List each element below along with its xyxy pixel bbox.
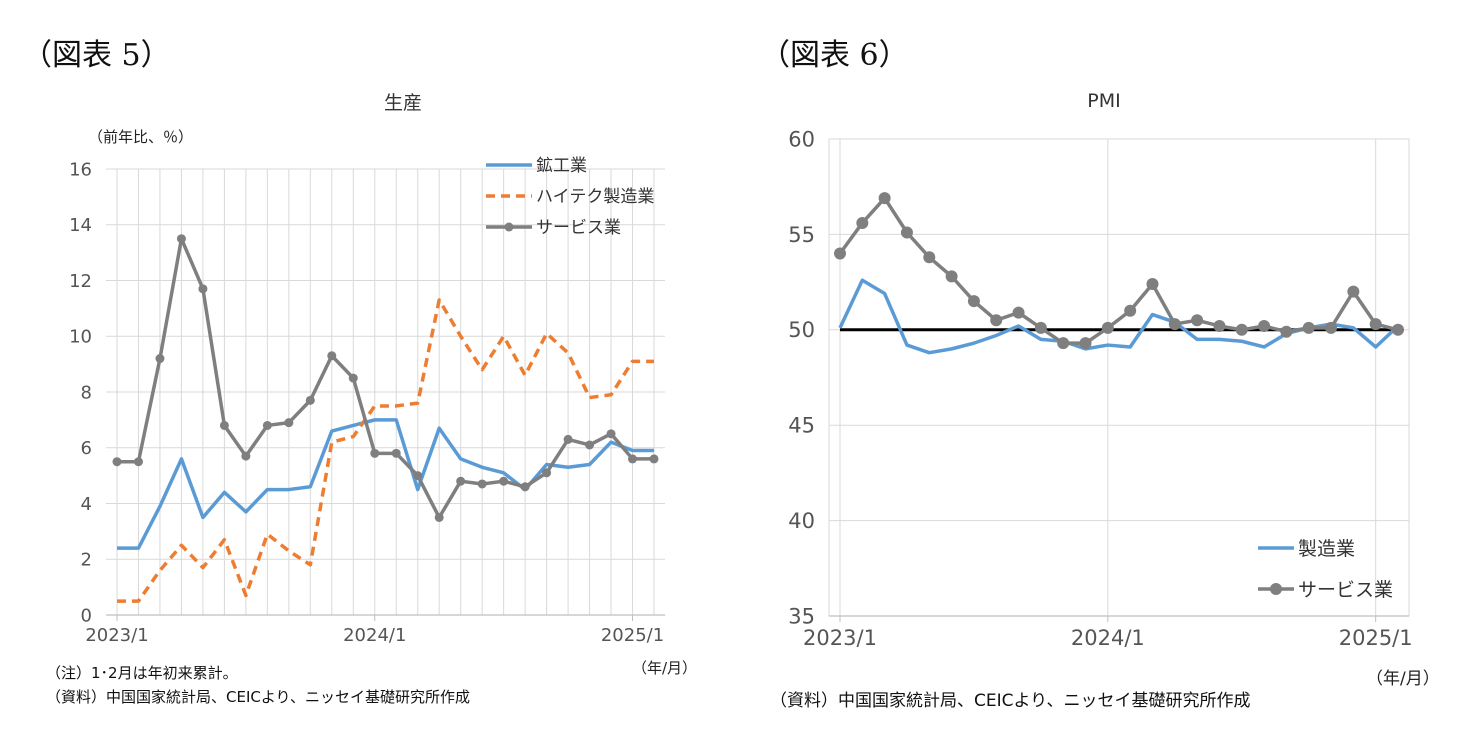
note-text: （注）1･2月は年初来累計。	[46, 664, 238, 682]
x-unit-label-left: （年/月）	[632, 659, 698, 677]
point-series-1	[1124, 304, 1137, 317]
point-series-2	[262, 420, 272, 430]
point-series-1	[1392, 323, 1404, 336]
y-tick-label: 40	[788, 509, 815, 533]
point-series-1	[1280, 325, 1293, 338]
line-series-2	[117, 236, 654, 520]
point-series-1	[856, 216, 869, 229]
point-series-1	[1369, 318, 1382, 331]
x-tick-label: 2025/1	[601, 625, 664, 646]
point-series-1	[967, 295, 980, 308]
legend-marker-series-1	[1270, 583, 1282, 595]
figure-label-right: （図表 6）	[760, 38, 909, 73]
point-series-1	[1191, 314, 1204, 327]
point-series-2	[456, 476, 466, 486]
point-series-1	[1012, 306, 1025, 319]
point-series-2	[305, 395, 315, 405]
point-series-2	[628, 454, 638, 464]
point-series-2	[585, 440, 595, 450]
y-tick-label: 8	[81, 382, 92, 403]
y-tick-label: 12	[69, 271, 92, 292]
chart-title-pmi: PMI	[1087, 90, 1121, 112]
point-series-2	[219, 420, 229, 430]
line-series-1	[838, 196, 1399, 345]
legend-label-series-1: ハイテク製造業	[536, 187, 654, 207]
x-tick-label: 2025/1	[1339, 626, 1413, 650]
point-series-1	[1057, 337, 1070, 350]
point-series-1	[990, 314, 1003, 327]
legend-label-series-1: サービス業	[1298, 579, 1393, 601]
legend-label-series-0: 鉱工業	[536, 156, 587, 176]
y-tick-label: 45	[788, 414, 815, 438]
point-series-1	[1079, 337, 1092, 350]
legend-marker-series-2	[504, 222, 514, 232]
y-tick-label: 50	[788, 318, 815, 342]
point-series-2	[155, 354, 165, 364]
point-series-2	[499, 476, 509, 486]
y-tick-label: 4	[81, 494, 92, 515]
x-tick-label: 2024/1	[1071, 626, 1145, 650]
y-tick-label: 55	[788, 223, 815, 247]
point-series-2	[542, 468, 552, 478]
point-series-2	[520, 482, 530, 492]
point-series-2	[327, 351, 337, 361]
point-series-2	[391, 448, 401, 458]
point-series-1	[1034, 321, 1047, 334]
point-series-1	[1235, 323, 1248, 336]
point-series-1	[1146, 278, 1159, 291]
point-series-1	[1168, 318, 1181, 331]
point-series-1	[1258, 319, 1271, 332]
point-series-2	[434, 512, 444, 522]
point-series-2	[348, 373, 358, 383]
chart-title-production: 生産	[383, 92, 422, 114]
x-tick-label: 2023/1	[803, 626, 877, 650]
y-tick-label: 2	[81, 550, 92, 571]
point-series-1	[1347, 285, 1360, 298]
point-series-1	[1101, 321, 1114, 334]
point-series-1	[1302, 321, 1315, 334]
x-tick-label: 2024/1	[343, 625, 406, 646]
point-series-2	[563, 434, 573, 444]
point-series-2	[133, 457, 143, 467]
point-series-2	[649, 454, 659, 464]
point-series-2	[176, 234, 186, 244]
y-unit-label: （前年比、％）	[88, 128, 194, 146]
y-tick-label: 0	[81, 605, 92, 626]
point-series-1	[878, 192, 891, 205]
point-series-1	[923, 251, 936, 264]
legend-label-series-2: サービス業	[536, 218, 621, 238]
point-series-1	[1325, 321, 1338, 334]
line-series-1	[117, 298, 654, 603]
point-series-2	[241, 451, 251, 461]
source-text-left: （資料）中国国家統計局、CEICより、ニッセイ基礎研究所作成	[46, 688, 470, 706]
point-series-2	[284, 418, 294, 428]
point-series-2	[413, 471, 423, 481]
point-series-2	[477, 479, 487, 489]
point-series-1	[834, 247, 846, 260]
legend-label-series-0: 製造業	[1298, 538, 1355, 560]
point-series-1	[900, 226, 913, 239]
line-series-0	[117, 418, 654, 550]
point-series-1	[1213, 319, 1226, 332]
point-series-2	[370, 448, 380, 458]
point-series-2	[606, 429, 616, 439]
y-tick-label: 16	[69, 159, 92, 180]
x-tick-label: 2023/1	[85, 625, 148, 646]
point-series-1	[945, 270, 958, 283]
point-series-2	[112, 457, 122, 467]
y-tick-label: 10	[69, 327, 92, 348]
line-series-0	[838, 278, 1400, 355]
point-series-2	[198, 284, 208, 294]
x-unit-label-right: （年/月）	[1366, 669, 1440, 689]
y-tick-label: 35	[788, 604, 815, 628]
y-tick-label: 6	[81, 438, 92, 459]
source-text-right: （資料）中国国家統計局、CEICより、ニッセイ基礎研究所作成	[770, 691, 1251, 711]
figure-label-left: （図表 5）	[22, 38, 171, 73]
y-tick-label: 60	[788, 127, 815, 151]
y-tick-label: 14	[69, 215, 92, 236]
